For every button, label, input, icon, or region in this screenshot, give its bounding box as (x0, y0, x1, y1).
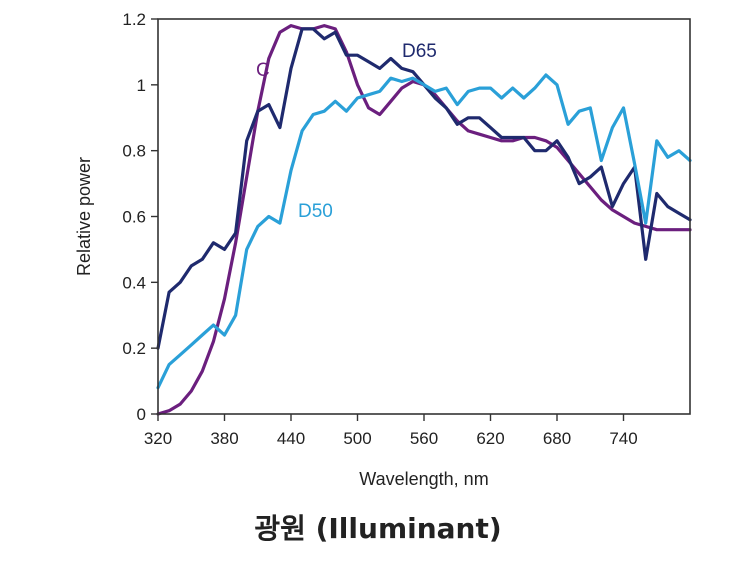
figure-caption: 광원 (Illuminant) (254, 512, 502, 545)
x-tick-label: 320 (144, 429, 172, 448)
series-line-d50 (156, 73, 692, 390)
x-tick-label: 380 (210, 429, 238, 448)
y-axis-title: Relative power (74, 157, 94, 276)
series-label-c: C (256, 60, 270, 81)
y-tick-label: 0.4 (122, 273, 146, 292)
series-label-d50: D50 (298, 201, 333, 222)
x-tick-label: 440 (277, 429, 305, 448)
x-tick-label: 740 (609, 429, 637, 448)
line-chart: 320 380 440 500 560 620 680 740 0 0.2 0.4 0.6 0.8 1 1… (74, 10, 692, 489)
y-tick-label: 0.2 (122, 339, 146, 358)
y-tick-label: 1 (137, 76, 146, 95)
x-tick-label: 620 (476, 429, 504, 448)
x-tick-label: 500 (343, 429, 371, 448)
y-tick-label: 0 (137, 405, 146, 424)
series-lines (156, 24, 692, 416)
y-tick-label: 0.8 (122, 142, 146, 161)
x-tick-label: 680 (543, 429, 571, 448)
y-tick-label: 1.2 (122, 10, 146, 29)
x-axis-ticks: 320 380 440 500 560 620 680 740 (144, 414, 638, 448)
x-axis-title: Wavelength, nm (359, 469, 488, 489)
y-axis-ticks: 0 0.2 0.4 0.6 0.8 1 1.2 (122, 10, 158, 424)
plot-area: 320 380 440 500 560 620 680 740 0 0.2 0.4 0.6 0.8 1 1… (122, 10, 692, 448)
x-tick-label: 560 (410, 429, 438, 448)
y-tick-label: 0.6 (122, 208, 146, 227)
series-label-d65: D65 (402, 41, 437, 62)
